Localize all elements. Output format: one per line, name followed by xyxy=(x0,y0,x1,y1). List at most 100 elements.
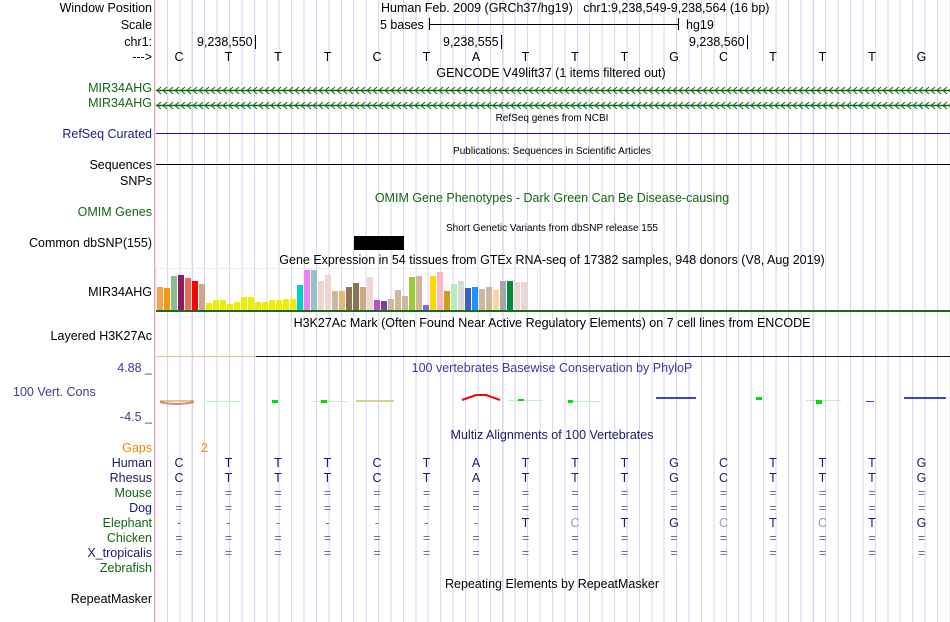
gtex-bar[interactable] xyxy=(360,286,366,311)
gtex-bar[interactable] xyxy=(381,300,387,311)
gtex-bar[interactable] xyxy=(423,304,429,311)
dbsnp-title[interactable]: Short Genetic Variants from dbSNP releas… xyxy=(446,223,658,234)
gtex-bar[interactable] xyxy=(206,302,212,311)
gene-label[interactable]: MIR34AHG xyxy=(88,81,152,95)
species-label[interactable]: X_tropicalis xyxy=(87,546,152,560)
aligned-base: = xyxy=(274,546,282,560)
gtex-bar[interactable] xyxy=(276,299,282,311)
aligned-base: = xyxy=(422,486,431,500)
gtex-bar[interactable] xyxy=(192,280,198,311)
gtex-bar[interactable] xyxy=(374,299,380,311)
cons-label[interactable]: 100 Vert. Cons xyxy=(13,385,96,399)
gtex-bar[interactable] xyxy=(171,275,177,311)
gtex-bar[interactable] xyxy=(213,300,219,311)
aligned-base: = xyxy=(868,501,876,515)
gtex-bar[interactable] xyxy=(465,287,471,311)
dbsnp-label[interactable]: Common dbSNP(155) xyxy=(29,236,152,250)
gencode-title[interactable]: GENCODE V49lift37 (1 items filtered out) xyxy=(436,66,666,80)
gene-arrows[interactable] xyxy=(156,84,950,95)
gtex-bar[interactable] xyxy=(220,299,226,311)
gtex-bar[interactable] xyxy=(472,286,478,311)
species-label[interactable]: Human xyxy=(111,456,152,470)
gtex-bar[interactable] xyxy=(227,303,233,311)
omim-title[interactable]: OMIM Gene Phenotypes - Dark Green Can Be… xyxy=(374,191,730,205)
base: G xyxy=(916,50,927,64)
gtex-bar[interactable] xyxy=(297,284,303,311)
gtex-bar[interactable] xyxy=(402,295,408,311)
species-label[interactable]: Zebrafish xyxy=(99,561,152,575)
aligned-base: = xyxy=(620,531,629,545)
gtex-bar[interactable] xyxy=(367,276,373,311)
gtex-bar[interactable] xyxy=(514,281,520,311)
gtex-bar[interactable] xyxy=(507,280,513,311)
gtex-bar[interactable] xyxy=(178,274,184,311)
multiz-title[interactable]: Multiz Alignments of 100 Vertebrates xyxy=(450,428,654,442)
aligned-base: = xyxy=(571,531,579,545)
gtex-bar[interactable] xyxy=(500,280,506,311)
refseq-label[interactable]: RefSeq Curated xyxy=(62,127,152,141)
gtex-bar[interactable] xyxy=(409,276,415,311)
aligned-base: T xyxy=(323,456,332,470)
gtex-bar[interactable] xyxy=(164,287,170,311)
gtex-bar[interactable] xyxy=(283,298,289,311)
gtex-bar[interactable] xyxy=(493,289,499,311)
pubs-label[interactable]: Sequences xyxy=(89,158,152,172)
gtex-bar[interactable] xyxy=(255,301,261,311)
h3k27ac-title[interactable]: H3K27Ac Mark (Often Found Near Active Re… xyxy=(293,316,811,330)
gtex-bar[interactable] xyxy=(262,301,268,311)
gtex-bar[interactable] xyxy=(486,286,492,311)
cons-title[interactable]: 100 vertebrates Basewise Conservation by… xyxy=(411,361,693,375)
gtex-label[interactable]: MIR34AHG xyxy=(88,285,152,299)
species-label[interactable]: Chicken xyxy=(106,531,152,545)
gtex-bar[interactable] xyxy=(437,271,443,311)
aligned-base: T xyxy=(274,471,282,485)
gtex-bar[interactable] xyxy=(332,290,338,311)
species-label[interactable]: Rhesus xyxy=(109,471,152,485)
gtex-bar[interactable] xyxy=(395,289,401,311)
gtex-bar[interactable] xyxy=(346,286,352,311)
aligned-base: C xyxy=(718,456,729,470)
gtex-bar[interactable] xyxy=(199,283,205,311)
species-label[interactable]: Elephant xyxy=(102,516,152,530)
gene-label[interactable]: MIR34AHG xyxy=(88,96,152,110)
gtex-bar[interactable] xyxy=(304,270,310,311)
cons-plot[interactable] xyxy=(156,390,950,410)
gtex-bar[interactable] xyxy=(458,280,464,311)
gtex-bar[interactable] xyxy=(157,286,163,311)
gtex-bar[interactable] xyxy=(444,290,450,311)
gtex-bar[interactable] xyxy=(269,300,275,311)
gtex-bar[interactable] xyxy=(234,301,240,311)
gtex-bar[interactable] xyxy=(241,296,247,311)
gtex-bar[interactable] xyxy=(248,296,254,311)
gtex-bar[interactable] xyxy=(318,280,324,311)
gtex-bar[interactable] xyxy=(290,298,296,311)
aligned-base: = xyxy=(818,531,827,545)
repeat-title[interactable]: Repeating Elements by RepeatMasker xyxy=(444,577,660,591)
refseq-title[interactable]: RefSeq genes from NCBI xyxy=(495,113,609,124)
gtex-bar[interactable] xyxy=(353,282,359,311)
gtex-bar[interactable] xyxy=(430,275,436,311)
omim-label[interactable]: OMIM Genes xyxy=(77,205,152,219)
h3k27ac-label[interactable]: Layered H3K27Ac xyxy=(50,329,152,343)
gtex-chart[interactable] xyxy=(156,268,538,311)
aligned-base: T xyxy=(769,471,777,485)
gtex-bar[interactable] xyxy=(185,277,191,311)
gtex-bar[interactable] xyxy=(388,298,394,311)
gtex-bar[interactable] xyxy=(451,283,457,311)
gtex-bar[interactable] xyxy=(339,290,345,311)
gaps-label[interactable]: Gaps xyxy=(122,441,152,455)
gtex-bar[interactable] xyxy=(325,274,331,311)
snp-item[interactable] xyxy=(354,236,404,250)
pubs-title[interactable]: Publications: Sequences in Scientific Ar… xyxy=(453,146,651,157)
gene-arrows[interactable] xyxy=(156,99,950,110)
gtex-bar[interactable] xyxy=(479,288,485,311)
gtex-bar[interactable] xyxy=(311,270,317,311)
gtex-bar[interactable] xyxy=(416,275,422,311)
species-label[interactable]: Dog xyxy=(129,501,152,515)
species-label[interactable]: Mouse xyxy=(114,486,152,500)
aligned-base: = xyxy=(472,546,480,560)
repeat-label[interactable]: RepeatMasker xyxy=(70,592,152,606)
gtex-title[interactable]: Gene Expression in 54 tissues from GTEx … xyxy=(279,253,825,267)
snps-label[interactable]: SNPs xyxy=(120,174,152,188)
gtex-bar[interactable] xyxy=(521,281,527,311)
